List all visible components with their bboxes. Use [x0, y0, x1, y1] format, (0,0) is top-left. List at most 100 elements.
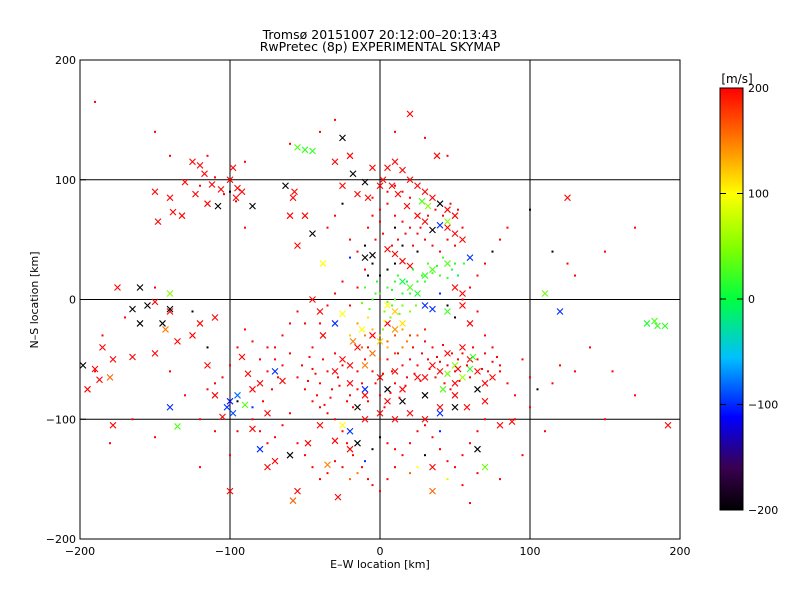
data-point-dot	[394, 298, 396, 301]
data-point-dot	[326, 472, 329, 475]
data-point-dot	[169, 154, 171, 157]
data-point-dot	[389, 391, 392, 394]
data-point-cross	[294, 242, 301, 250]
data-point-dot	[383, 406, 386, 409]
data-point-dot	[338, 384, 341, 387]
data-point-dot	[401, 454, 404, 457]
data-point-cross	[421, 188, 429, 196]
data-point-dot	[206, 388, 209, 391]
data-point-cross	[249, 202, 256, 210]
data-point-dot	[397, 352, 399, 355]
data-point-cross	[264, 409, 271, 417]
data-point-dot	[394, 214, 396, 217]
data-point-cross	[429, 266, 436, 273]
data-point-cross	[394, 190, 402, 198]
data-point-cross	[418, 197, 426, 205]
data-point-dot	[386, 442, 389, 445]
y-tick-label: 200	[55, 54, 76, 67]
data-point-dot	[484, 334, 486, 337]
data-point-cross	[339, 134, 346, 142]
data-point-cross	[286, 451, 294, 459]
x-tick-label: 200	[670, 545, 691, 558]
data-point-dot	[101, 334, 104, 337]
data-point-dot	[379, 274, 381, 277]
data-point-cross	[466, 254, 474, 261]
data-point-cross	[459, 290, 466, 297]
data-point-dot	[484, 352, 486, 355]
data-point-dot	[236, 346, 239, 349]
data-point-cross	[331, 158, 339, 166]
colorbar-tick-label: 200	[748, 82, 769, 95]
data-point-dot	[386, 358, 389, 361]
data-point-cross	[181, 178, 189, 186]
data-point-dot	[349, 256, 351, 259]
data-point-dot	[484, 262, 486, 265]
data-point-dot	[383, 310, 386, 313]
data-point-dot	[154, 286, 156, 289]
data-point-cross	[196, 320, 204, 327]
data-point-dot	[446, 238, 449, 241]
data-point-dot	[386, 300, 389, 303]
data-point-cross	[541, 290, 549, 297]
data-point-dot	[416, 430, 419, 433]
data-point-cross	[169, 208, 177, 216]
data-point-dot	[376, 280, 378, 283]
data-point-dot	[439, 360, 441, 363]
data-point-cross	[346, 445, 354, 453]
data-point-dot	[394, 280, 396, 283]
data-point-dot	[506, 226, 509, 229]
data-point-cross	[451, 391, 459, 399]
colorbar-tick-label: −100	[748, 399, 778, 412]
data-point-cross	[414, 290, 421, 297]
data-point-dot	[235, 200, 237, 203]
data-point-dot	[461, 454, 464, 457]
data-point-dot	[536, 388, 539, 391]
data-point-dot	[262, 400, 264, 403]
data-point-dot	[349, 334, 351, 337]
data-point-dot	[454, 316, 456, 319]
data-point-cross	[414, 373, 421, 381]
data-point-dot	[412, 268, 414, 271]
data-point-cross	[84, 385, 91, 393]
data-point-dot	[341, 466, 344, 469]
data-point-dot	[409, 196, 411, 199]
colorbar-ticks: 200 100 0 −100 −200	[720, 82, 778, 517]
data-point-dot	[427, 358, 429, 361]
data-point-cross	[301, 146, 309, 154]
data-point-dot	[409, 310, 411, 313]
data-point-dot	[131, 418, 134, 421]
colorbar-label: [m/s]	[721, 72, 752, 86]
data-point-cross	[364, 194, 372, 202]
data-point-dot	[379, 334, 381, 337]
data-point-dot	[446, 304, 449, 307]
data-point-dot	[307, 379, 309, 382]
data-point-dot	[401, 190, 404, 193]
data-point-dot	[349, 304, 351, 307]
data-point-dot	[397, 274, 399, 277]
data-point-dot	[371, 484, 374, 487]
data-point-cross	[294, 144, 301, 151]
data-point-cross	[444, 218, 451, 226]
data-point-dot	[244, 160, 246, 163]
data-point-cross	[282, 182, 289, 190]
data-point-dot	[206, 154, 209, 157]
data-point-dot	[457, 358, 459, 361]
data-point-dot	[409, 334, 411, 337]
data-point-dot	[386, 190, 389, 193]
data-point-cross	[319, 332, 327, 339]
data-point-dot	[434, 376, 437, 379]
data-point-cross	[451, 284, 459, 291]
data-point-cross	[496, 421, 504, 429]
data-point-cross	[406, 110, 414, 118]
data-point-dot	[461, 484, 464, 487]
data-point-cross	[346, 379, 354, 387]
data-point-dot	[451, 268, 453, 271]
data-point-dot	[364, 460, 366, 463]
data-point-cross	[234, 391, 241, 399]
data-point-dot	[349, 394, 351, 397]
data-point-dot	[334, 292, 336, 295]
data-point-dot	[379, 490, 381, 493]
data-point-cross	[421, 415, 429, 423]
data-point-dot	[236, 400, 239, 403]
data-point-dot	[244, 226, 246, 229]
